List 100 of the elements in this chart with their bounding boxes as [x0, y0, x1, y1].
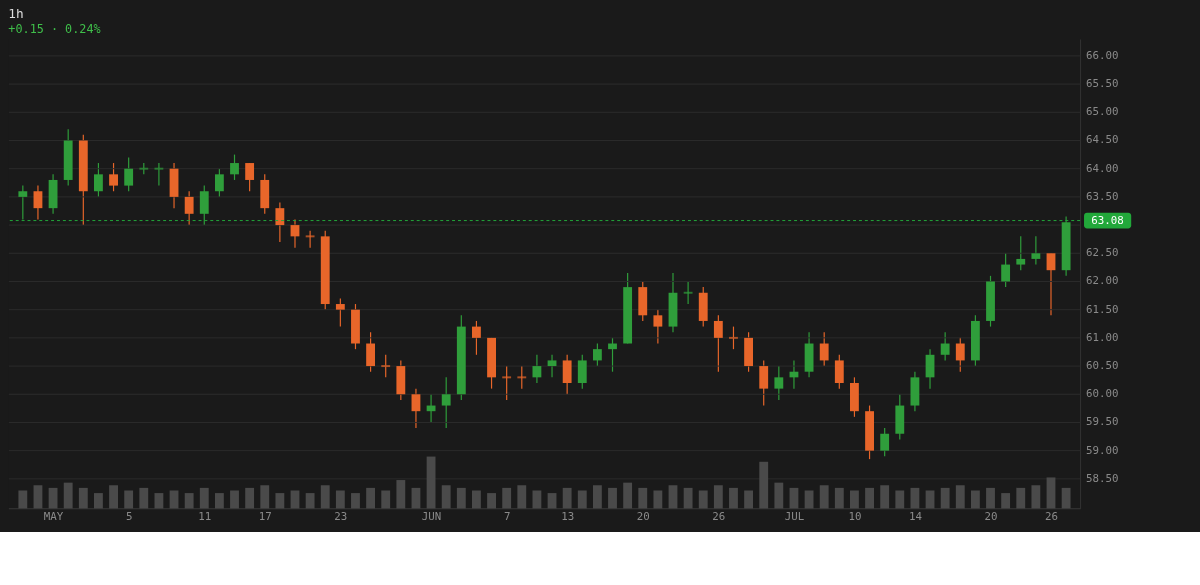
x-tick-label: JUN: [421, 510, 442, 524]
bar: [592, 485, 602, 509]
bar: [1031, 485, 1041, 509]
candlestick: [608, 337, 617, 373]
x-tick-label: 23: [334, 510, 348, 524]
bar: [623, 482, 633, 509]
bar: [562, 487, 572, 509]
candlestick: [124, 156, 134, 192]
y-tick-label: 62.00: [1086, 274, 1119, 288]
candlestick: [1031, 235, 1041, 266]
bar: [472, 490, 481, 509]
candlestick: [713, 314, 723, 373]
bar: [970, 490, 980, 509]
candlestick: [880, 427, 890, 457]
candlestick: [411, 388, 421, 429]
candlestick: [729, 326, 738, 350]
y-tick-label: 61.00: [1086, 330, 1119, 344]
bar: [381, 490, 391, 509]
bar: [78, 487, 88, 509]
bar: [109, 485, 118, 509]
candlestick: [819, 331, 829, 367]
y-tick-label: 61.50: [1086, 302, 1119, 316]
y-tick-label: 64.00: [1086, 161, 1119, 175]
candlestick: [834, 354, 844, 390]
candlestick: [154, 162, 164, 187]
bar: [1001, 493, 1011, 509]
x-tick-label: MAY: [43, 510, 64, 524]
bar: [759, 461, 769, 509]
bar: [955, 485, 965, 509]
bar: [63, 482, 73, 509]
candlestick: [517, 365, 527, 390]
y-tick-label: 62.50: [1086, 246, 1119, 260]
y-tick-label: 65.00: [1086, 105, 1119, 119]
candlestick: [577, 354, 587, 390]
candlestick: [305, 230, 315, 249]
bar: [532, 490, 542, 509]
bar: [320, 485, 330, 509]
bar: [305, 493, 315, 509]
bar: [260, 485, 270, 509]
bar: [774, 482, 784, 509]
bar: [230, 490, 239, 509]
x-tick-label: JUL: [784, 510, 805, 524]
bar: [1046, 477, 1056, 509]
bar: [18, 490, 28, 509]
candlestick: [683, 280, 693, 305]
candlestick: [774, 365, 784, 401]
bar: [819, 485, 829, 509]
candlestick: [230, 153, 239, 181]
bar: [638, 487, 648, 509]
bar: [1016, 487, 1026, 509]
candlestick: [1001, 252, 1011, 288]
x-tick-label: 17: [258, 510, 272, 524]
bar: [850, 490, 859, 509]
bar: [199, 487, 209, 509]
x-tick-label: 11: [198, 510, 212, 524]
bar: [698, 490, 708, 509]
y-tick-label: 60.00: [1086, 387, 1119, 401]
y-tick-label: 59.50: [1086, 415, 1119, 429]
y-tick-label: 65.50: [1086, 77, 1119, 91]
bar: [124, 490, 134, 509]
bar: [865, 487, 874, 509]
candlestick: [759, 359, 769, 407]
candlestick: [955, 337, 965, 373]
bar: [366, 487, 376, 509]
bar: [940, 487, 950, 509]
bar: [139, 487, 149, 509]
bar: [94, 493, 103, 509]
bar: [214, 493, 224, 509]
candlestick: [245, 162, 255, 192]
candlestick: [502, 365, 512, 401]
bar: [744, 490, 754, 509]
bar: [834, 487, 844, 509]
bar: [517, 485, 527, 509]
bar: [396, 480, 406, 509]
candlestick: [1016, 235, 1026, 271]
bar: [986, 487, 995, 509]
candlestick: [472, 320, 481, 356]
y-tick-label: 66.00: [1086, 48, 1119, 62]
text: +0.15 · 0.24%: [8, 22, 101, 37]
chart-title: 1h: [8, 6, 24, 22]
bar: [729, 487, 738, 509]
bar: [895, 490, 905, 509]
bar: [184, 493, 194, 509]
bar: [653, 490, 663, 509]
x-tick-label: 5: [125, 510, 133, 524]
bar: [577, 490, 587, 509]
candlestick: [109, 162, 118, 192]
bar: [683, 487, 693, 509]
bar: [456, 487, 466, 509]
bar: [245, 487, 255, 509]
candlestick: [199, 185, 209, 226]
bar: [275, 493, 285, 509]
candlestick: [592, 342, 602, 367]
bar: [351, 493, 360, 509]
candlestick: [335, 297, 345, 328]
y-tick-label: 64.50: [1086, 133, 1119, 147]
candlestick: [940, 331, 950, 362]
x-tick-label: 26: [712, 510, 726, 524]
candlestick: [184, 190, 194, 226]
bar: [713, 485, 723, 509]
